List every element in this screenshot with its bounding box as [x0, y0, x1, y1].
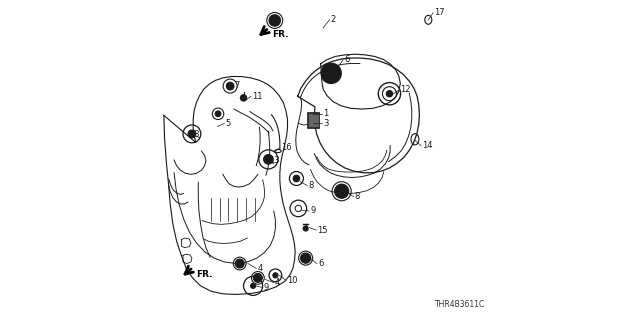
Circle shape [387, 91, 393, 97]
Text: 14: 14 [422, 141, 433, 150]
Text: 2: 2 [331, 15, 336, 24]
Text: 4: 4 [257, 264, 263, 273]
Text: 1: 1 [323, 109, 328, 118]
Text: 6: 6 [318, 259, 323, 268]
Circle shape [269, 15, 280, 26]
Text: 8: 8 [194, 130, 199, 139]
Circle shape [241, 95, 246, 101]
Circle shape [250, 283, 255, 288]
Text: 16: 16 [281, 143, 291, 152]
Circle shape [303, 226, 308, 231]
Text: 13: 13 [269, 156, 280, 164]
Circle shape [188, 130, 196, 138]
Text: FR.: FR. [196, 270, 213, 279]
Circle shape [273, 273, 278, 278]
Text: 17: 17 [435, 8, 445, 17]
Circle shape [227, 82, 234, 90]
Text: 5: 5 [226, 119, 231, 128]
Text: THR4B3611C: THR4B3611C [435, 300, 486, 309]
Text: 8: 8 [308, 181, 314, 190]
Circle shape [293, 175, 300, 182]
FancyBboxPatch shape [307, 112, 319, 127]
Text: 15: 15 [317, 226, 328, 235]
Circle shape [215, 111, 221, 117]
Text: 11: 11 [252, 92, 262, 101]
Text: 8: 8 [355, 192, 360, 201]
Text: 3: 3 [323, 119, 328, 128]
Text: 9: 9 [264, 283, 269, 292]
Text: 12: 12 [400, 85, 411, 94]
Text: 9: 9 [310, 206, 316, 215]
Circle shape [236, 259, 244, 268]
FancyBboxPatch shape [308, 113, 319, 126]
Circle shape [301, 253, 311, 263]
Circle shape [335, 184, 349, 198]
Text: FR.: FR. [272, 30, 289, 39]
Text: 7: 7 [235, 81, 240, 90]
Text: 10: 10 [287, 276, 298, 285]
Circle shape [264, 155, 273, 164]
Text: 4: 4 [275, 278, 280, 287]
Text: 6: 6 [344, 55, 350, 64]
Circle shape [253, 273, 262, 282]
Circle shape [321, 63, 341, 84]
